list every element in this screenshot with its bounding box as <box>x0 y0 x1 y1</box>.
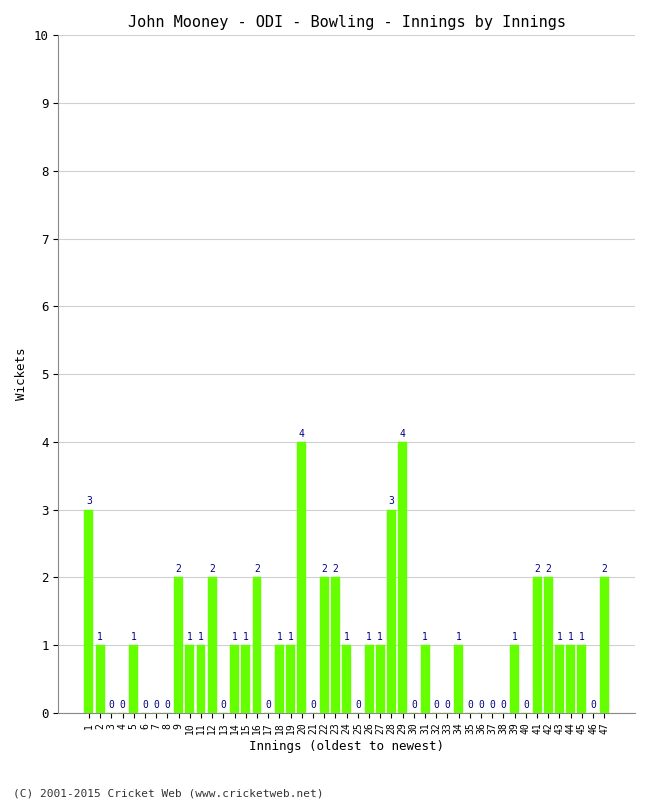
Text: 0: 0 <box>164 699 170 710</box>
Bar <box>376 646 385 713</box>
Text: 1: 1 <box>579 632 585 642</box>
Text: 1: 1 <box>377 632 384 642</box>
Bar <box>185 646 194 713</box>
Text: 0: 0 <box>434 699 439 710</box>
Text: 0: 0 <box>265 699 271 710</box>
Text: 1: 1 <box>231 632 237 642</box>
Y-axis label: Wickets: Wickets <box>15 348 28 401</box>
Text: 1: 1 <box>344 632 350 642</box>
Text: 2: 2 <box>601 564 607 574</box>
Text: 0: 0 <box>500 699 506 710</box>
Bar <box>365 646 374 713</box>
Bar <box>600 578 609 713</box>
Bar <box>532 578 541 713</box>
Bar <box>454 646 463 713</box>
Text: 0: 0 <box>523 699 529 710</box>
Bar <box>510 646 519 713</box>
Bar <box>253 578 261 713</box>
Text: 0: 0 <box>142 699 148 710</box>
Bar <box>241 646 250 713</box>
Text: 2: 2 <box>545 564 551 574</box>
Text: 1: 1 <box>243 632 249 642</box>
Text: 1: 1 <box>288 632 294 642</box>
Text: 0: 0 <box>489 699 495 710</box>
Text: 0: 0 <box>109 699 114 710</box>
Text: 4: 4 <box>299 429 305 438</box>
Text: 1: 1 <box>422 632 428 642</box>
Text: 0: 0 <box>153 699 159 710</box>
Bar <box>577 646 586 713</box>
Text: 2: 2 <box>321 564 327 574</box>
Text: 0: 0 <box>220 699 226 710</box>
Bar <box>342 646 351 713</box>
X-axis label: Innings (oldest to newest): Innings (oldest to newest) <box>249 740 444 753</box>
Bar <box>208 578 216 713</box>
Text: 0: 0 <box>310 699 316 710</box>
Bar <box>566 646 575 713</box>
Bar <box>84 510 94 713</box>
Bar <box>421 646 430 713</box>
Bar <box>398 442 407 713</box>
Bar <box>286 646 295 713</box>
Text: 0: 0 <box>411 699 417 710</box>
Text: 1: 1 <box>567 632 574 642</box>
Text: 3: 3 <box>86 496 92 506</box>
Text: 4: 4 <box>400 429 406 438</box>
Text: 1: 1 <box>556 632 562 642</box>
Text: 1: 1 <box>276 632 282 642</box>
Text: 1: 1 <box>198 632 204 642</box>
Text: 1: 1 <box>98 632 103 642</box>
Text: 0: 0 <box>467 699 473 710</box>
Text: 0: 0 <box>120 699 125 710</box>
Bar <box>275 646 284 713</box>
Bar <box>96 646 105 713</box>
Text: 1: 1 <box>131 632 136 642</box>
Bar <box>320 578 329 713</box>
Bar <box>297 442 306 713</box>
Text: 2: 2 <box>209 564 215 574</box>
Text: 0: 0 <box>590 699 596 710</box>
Text: 2: 2 <box>534 564 540 574</box>
Text: 1: 1 <box>366 632 372 642</box>
Text: 2: 2 <box>176 564 181 574</box>
Bar <box>129 646 138 713</box>
Text: 2: 2 <box>254 564 260 574</box>
Text: 3: 3 <box>389 496 395 506</box>
Text: 1: 1 <box>187 632 193 642</box>
Text: 0: 0 <box>445 699 450 710</box>
Title: John Mooney - ODI - Bowling - Innings by Innings: John Mooney - ODI - Bowling - Innings by… <box>127 15 566 30</box>
Bar <box>196 646 205 713</box>
Bar <box>174 578 183 713</box>
Text: 0: 0 <box>355 699 361 710</box>
Bar <box>544 578 552 713</box>
Bar <box>331 578 340 713</box>
Text: 1: 1 <box>456 632 462 642</box>
Bar <box>230 646 239 713</box>
Text: 2: 2 <box>333 564 339 574</box>
Text: 1: 1 <box>512 632 517 642</box>
Text: 0: 0 <box>478 699 484 710</box>
Text: (C) 2001-2015 Cricket Web (www.cricketweb.net): (C) 2001-2015 Cricket Web (www.cricketwe… <box>13 788 324 798</box>
Bar <box>555 646 564 713</box>
Bar <box>387 510 396 713</box>
